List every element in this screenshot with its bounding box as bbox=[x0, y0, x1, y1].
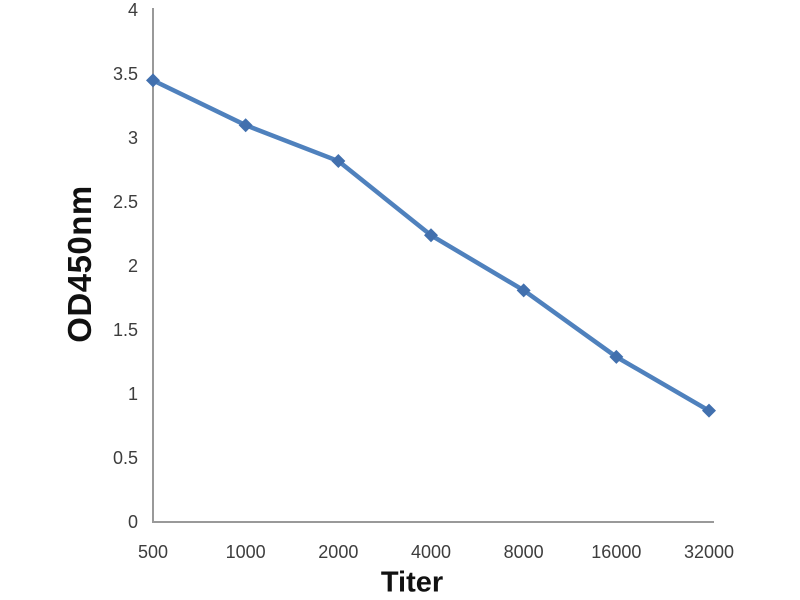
x-tick-label: 16000 bbox=[591, 542, 642, 562]
x-axis-title: Titer bbox=[380, 566, 444, 599]
data-point-marker bbox=[702, 403, 716, 418]
x-tick-label: 1000 bbox=[225, 542, 266, 562]
data-point-marker bbox=[146, 73, 160, 88]
data-point-marker bbox=[516, 283, 531, 298]
y-tick-label: 4 bbox=[127, 0, 138, 20]
x-tick-label: 500 bbox=[137, 542, 169, 562]
y-tick-label: 2.5 bbox=[112, 192, 138, 212]
y-tick-label: 2 bbox=[127, 256, 138, 276]
data-point-marker bbox=[331, 154, 346, 169]
y-tick-label: 3.5 bbox=[112, 64, 138, 84]
x-tick-label: 32000 bbox=[683, 542, 735, 562]
y-tick-label: 1 bbox=[127, 384, 138, 404]
data-line bbox=[150, 78, 712, 413]
x-tick-label: 2000 bbox=[318, 542, 359, 562]
y-tick-label: 0.5 bbox=[112, 448, 138, 468]
data-point-marker bbox=[609, 349, 624, 364]
data-point-marker bbox=[424, 228, 438, 243]
y-tick-label: 3 bbox=[127, 128, 138, 148]
y-tick-label: 1.5 bbox=[112, 320, 138, 340]
x-tick-label: 4000 bbox=[410, 542, 452, 562]
x-tick-label: 8000 bbox=[503, 542, 544, 562]
y-tick-label: 0 bbox=[127, 512, 138, 532]
data-point-marker bbox=[238, 118, 253, 133]
